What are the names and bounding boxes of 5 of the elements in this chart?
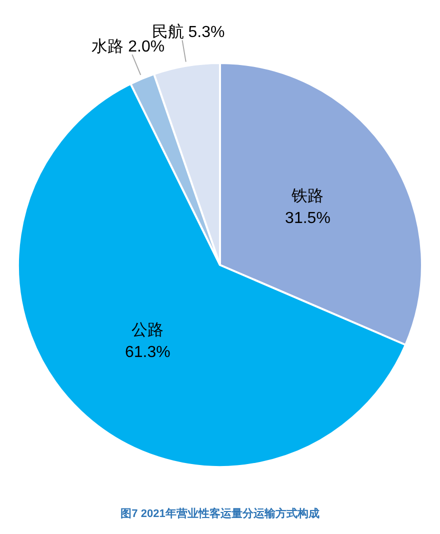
data-label: 31.5% <box>285 210 330 228</box>
slice-label: 铁路 <box>290 188 324 206</box>
text: 图7 2021年营业性客运量分运输方式构成 <box>120 507 320 520</box>
slice-label: 公路 <box>132 322 164 340</box>
data-label: 61.3% <box>124 344 170 362</box>
